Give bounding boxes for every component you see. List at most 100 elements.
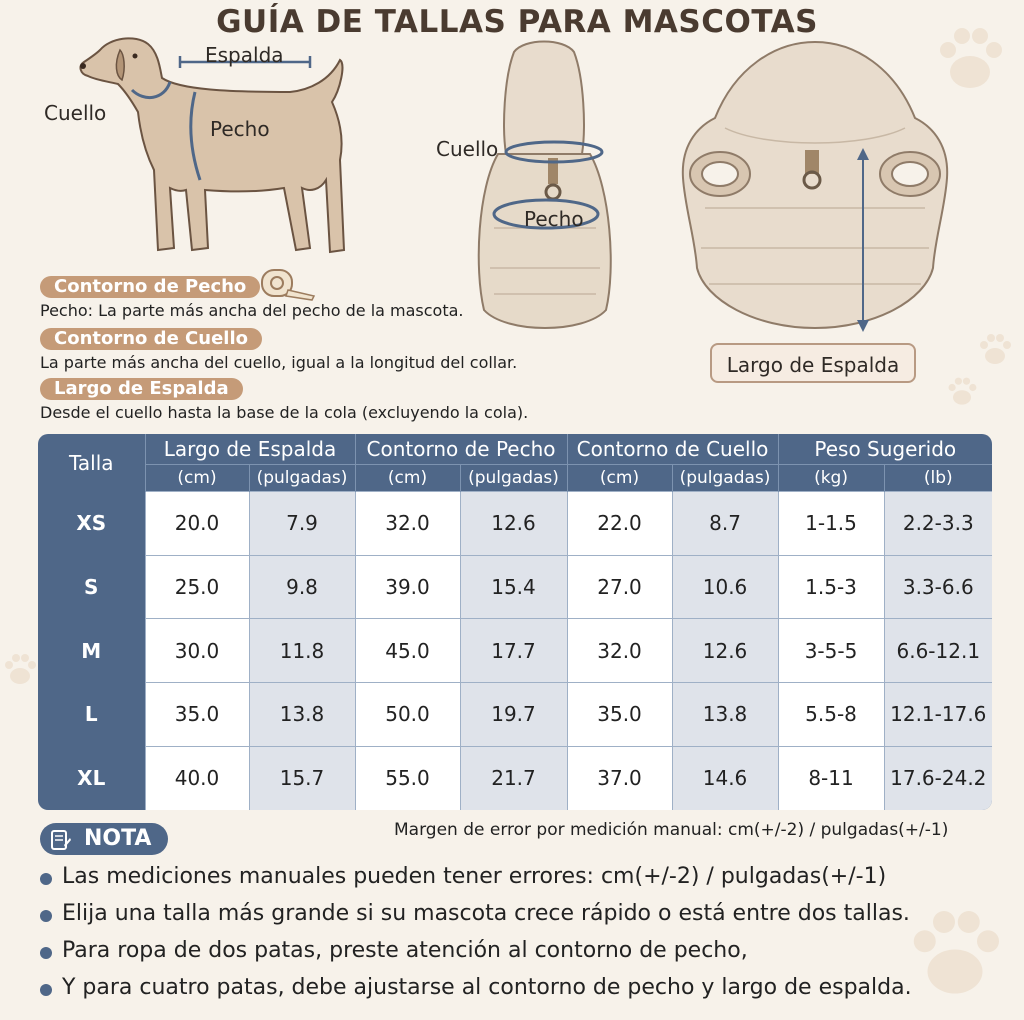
table-cell: 32.0 bbox=[354, 491, 460, 556]
header-back-length: Largo de Espalda bbox=[144, 434, 355, 465]
dog-label-chest: Pecho bbox=[210, 117, 270, 141]
table-cell: 12.6 bbox=[459, 491, 568, 556]
header-size: Talla bbox=[68, 450, 114, 475]
table-cell: 3.3-6.6 bbox=[883, 554, 992, 619]
size-label: XS bbox=[76, 511, 107, 536]
unit-header: (lb) bbox=[883, 464, 992, 492]
table-cell: 8-11 bbox=[777, 745, 885, 810]
table-cell: 12.6 bbox=[671, 618, 779, 683]
list-item-text: Para ropa de dos patas, preste atención … bbox=[62, 938, 748, 963]
table-cell: 20.0 bbox=[144, 491, 249, 556]
table-cell: 35.0 bbox=[566, 682, 673, 747]
table-cell: 10.6 bbox=[671, 554, 779, 619]
list-item-text: Las mediciones manuales pueden tener err… bbox=[62, 864, 887, 889]
table-cell: 12.1-17.6 bbox=[883, 682, 992, 747]
list-item: Las mediciones manuales pueden tener err… bbox=[40, 862, 912, 899]
paw-print-icon bbox=[940, 28, 1002, 88]
tag-back-length: Largo de Espalda bbox=[40, 378, 243, 400]
vest-label-neck: Cuello bbox=[436, 137, 498, 161]
table-row: XS 20.0 7.9 32.0 12.6 22.0 8.7 1-1.5 2.2… bbox=[38, 491, 992, 556]
table-cell: 35.0 bbox=[144, 682, 249, 747]
table-cell: 14.6 bbox=[671, 745, 779, 810]
table-cell: 21.7 bbox=[459, 745, 568, 810]
table-cell: 25.0 bbox=[144, 554, 249, 619]
header-suggested-weight: Peso Sugerido bbox=[777, 434, 992, 465]
paw-print-icon bbox=[5, 654, 36, 684]
coat-back-length-label: Largo de Espalda bbox=[710, 343, 916, 383]
desc-chest-girth: Pecho: La parte más ancha del pecho de l… bbox=[40, 301, 464, 320]
header-chest-girth: Contorno de Pecho bbox=[354, 434, 568, 465]
table-cell: 11.8 bbox=[248, 618, 355, 683]
table-cell: 45.0 bbox=[354, 618, 460, 683]
header-neck-girth: Contorno de Cuello bbox=[566, 434, 779, 465]
unit-header: (kg) bbox=[777, 464, 885, 492]
table-cell: 1.5-3 bbox=[777, 554, 885, 619]
list-item-text: Elija una talla más grande si su mascota… bbox=[62, 901, 910, 926]
vest-illustration: Cuello Pecho bbox=[436, 40, 612, 329]
desc-back-length: Desde el cuello hasta la base de la cola… bbox=[40, 403, 529, 422]
paw-print-icon bbox=[913, 911, 999, 994]
dog-label-back: Espalda bbox=[205, 43, 284, 67]
note-list: Las mediciones manuales pueden tener err… bbox=[40, 862, 912, 1010]
bullet-icon bbox=[40, 947, 52, 959]
table-row: S 25.0 9.8 39.0 15.4 27.0 10.6 1.5-3 3.3… bbox=[38, 554, 992, 619]
size-label: M bbox=[81, 638, 102, 663]
table-cell: 5.5-8 bbox=[777, 682, 885, 747]
vest-label-chest: Pecho bbox=[524, 207, 584, 231]
table-row: M 30.0 11.8 45.0 17.7 32.0 12.6 3-5-5 6.… bbox=[38, 618, 992, 683]
table-cell: 17.6-24.2 bbox=[883, 745, 992, 810]
size-label: S bbox=[84, 575, 99, 600]
size-label: L bbox=[84, 702, 98, 727]
dog-illustration: Espalda Cuello Pecho bbox=[44, 37, 346, 254]
table-cell: 6.6-12.1 bbox=[883, 618, 992, 683]
table-cell: 13.8 bbox=[671, 682, 779, 747]
table-cell: 3-5-5 bbox=[777, 618, 885, 683]
unit-header: (cm) bbox=[144, 464, 249, 492]
table-cell: 37.0 bbox=[566, 745, 673, 810]
table-cell: 55.0 bbox=[354, 745, 460, 810]
table-cell: 19.7 bbox=[459, 682, 568, 747]
list-item: Para ropa de dos patas, preste atención … bbox=[40, 936, 912, 973]
bullet-icon bbox=[40, 984, 52, 996]
list-item-text: Y para cuatro patas, debe ajustarse al c… bbox=[62, 975, 912, 1000]
size-label: XL bbox=[77, 766, 106, 791]
table-cell: 15.7 bbox=[248, 745, 355, 810]
paw-print-icon bbox=[980, 334, 1011, 364]
list-item: Elija una talla más grande si su mascota… bbox=[40, 899, 912, 936]
margin-of-error-note: Margen de error por medición manual: cm(… bbox=[394, 820, 949, 840]
table-cell: 2.2-3.3 bbox=[883, 491, 992, 556]
table-row: XL 40.0 15.7 55.0 21.7 37.0 14.6 8-11 17… bbox=[38, 745, 992, 810]
table-row: L 35.0 13.8 50.0 19.7 35.0 13.8 5.5-8 12… bbox=[38, 682, 992, 747]
table-cell: 8.7 bbox=[671, 491, 779, 556]
tag-neck-girth: Contorno de Cuello bbox=[40, 328, 262, 350]
desc-neck-girth: La parte más ancha del cuello, igual a l… bbox=[40, 353, 518, 372]
paw-print-icon bbox=[948, 377, 977, 405]
unit-header: (pulgadas) bbox=[459, 464, 568, 492]
measuring-tape-icon bbox=[261, 269, 316, 301]
bullet-icon bbox=[40, 873, 52, 885]
table-cell: 13.8 bbox=[248, 682, 355, 747]
size-table: Talla Largo de Espalda Contorno de Pecho… bbox=[38, 434, 992, 810]
table-cell: 40.0 bbox=[144, 745, 249, 810]
unit-header: (pulgadas) bbox=[671, 464, 779, 492]
table-cell: 9.8 bbox=[248, 554, 355, 619]
table-cell: 17.7 bbox=[459, 618, 568, 683]
list-item: Y para cuatro patas, debe ajustarse al c… bbox=[40, 973, 912, 1010]
dog-label-neck: Cuello bbox=[44, 101, 106, 125]
table-cell: 30.0 bbox=[144, 618, 249, 683]
bullet-icon bbox=[40, 910, 52, 922]
table-cell: 22.0 bbox=[566, 491, 673, 556]
unit-header: (pulgadas) bbox=[248, 464, 355, 492]
table-cell: 1-1.5 bbox=[777, 491, 885, 556]
note-icon bbox=[51, 830, 71, 850]
table-cell: 39.0 bbox=[354, 554, 460, 619]
table-cell: 27.0 bbox=[566, 554, 673, 619]
coat-illustration bbox=[681, 40, 949, 332]
table-cell: 7.9 bbox=[248, 491, 355, 556]
page-title: GUÍA DE TALLAS PARA MASCOTAS bbox=[216, 4, 818, 40]
table-cell: 50.0 bbox=[354, 682, 460, 747]
table-cell: 15.4 bbox=[459, 554, 568, 619]
unit-header: (cm) bbox=[566, 464, 673, 492]
tag-chest-girth: Contorno de Pecho bbox=[40, 276, 261, 298]
table-cell: 32.0 bbox=[566, 618, 673, 683]
